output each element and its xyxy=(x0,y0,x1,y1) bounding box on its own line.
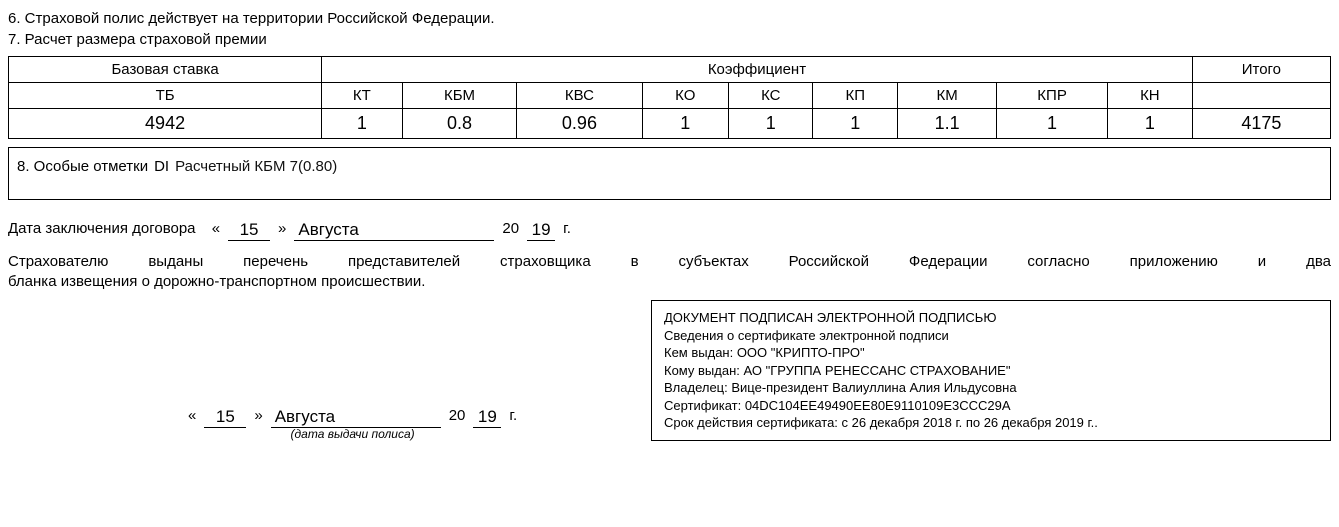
contract-year: 19 xyxy=(527,220,555,241)
sig-l5: Владелец: Вице-президент Валиуллина Алия… xyxy=(664,379,1318,397)
col-ko: КО xyxy=(642,82,729,108)
notes-label: 8. Особые отметки xyxy=(17,158,148,175)
quote-close: » xyxy=(278,220,286,237)
header-total: Итого xyxy=(1192,56,1330,82)
contract-date-label: Дата заключения договора xyxy=(8,220,196,237)
issue-caption: (дата выдачи полиса) xyxy=(188,427,517,441)
header-coef: Коэффициент xyxy=(322,56,1193,82)
col-kbm: КБМ xyxy=(402,82,517,108)
val-kpr: 1 xyxy=(997,108,1108,138)
val-tb: 4942 xyxy=(9,108,322,138)
issue-month: Августа xyxy=(271,407,441,428)
special-notes-box: 8. Особые отметки DI Расчетный КБМ 7(0.8… xyxy=(8,147,1331,200)
val-ko: 1 xyxy=(642,108,729,138)
issue-date-block: « 15 » Августа 20 19 г. (дата выдачи пол… xyxy=(8,405,517,441)
val-kvs: 0.96 xyxy=(517,108,642,138)
clause-7: 7. Расчет размера страховой премии xyxy=(8,31,1331,50)
year-suffix: г. xyxy=(563,220,571,237)
quote-open-2: « xyxy=(188,407,196,424)
col-total-blank xyxy=(1192,82,1330,108)
val-kn: 1 xyxy=(1107,108,1192,138)
year-prefix: 20 xyxy=(502,220,519,237)
contract-month: Августа xyxy=(294,220,494,241)
signature-box: ДОКУМЕНТ ПОДПИСАН ЭЛЕКТРОННОЙ ПОДПИСЬЮ С… xyxy=(651,300,1331,441)
col-kt: КТ xyxy=(322,82,402,108)
year-prefix-2: 20 xyxy=(449,407,466,424)
contract-day: 15 xyxy=(228,220,270,241)
notes-value: Расчетный КБМ 7(0.80) xyxy=(175,158,337,175)
val-ks: 1 xyxy=(729,108,813,138)
header-base: Базовая ставка xyxy=(9,56,322,82)
notes-di: DI xyxy=(154,158,169,175)
sig-l7: Срок действия сертификата: с 26 декабря … xyxy=(664,414,1318,432)
clause-6: 6. Страховой полис действует на территор… xyxy=(8,10,1331,29)
val-kt: 1 xyxy=(322,108,402,138)
col-ks: КС xyxy=(729,82,813,108)
sig-l1: ДОКУМЕНТ ПОДПИСАН ЭЛЕКТРОННОЙ ПОДПИСЬЮ xyxy=(664,309,1318,327)
sig-l3: Кем выдан: ООО "КРИПТО-ПРО" xyxy=(664,344,1318,362)
issue-year: 19 xyxy=(473,407,501,428)
contract-date-line: Дата заключения договора « 15 » Августа … xyxy=(8,218,1331,239)
list-paragraph-1: Страхователю выданы перечень представите… xyxy=(8,253,1331,272)
year-suffix-2: г. xyxy=(509,407,517,424)
sig-l4: Кому выдан: АО "ГРУППА РЕНЕССАНС СТРАХОВ… xyxy=(664,362,1318,380)
issue-day: 15 xyxy=(204,407,246,428)
issue-date-line: « 15 » Августа 20 19 г. xyxy=(188,405,517,426)
quote-close-2: » xyxy=(254,407,262,424)
col-kpr: КПР xyxy=(997,82,1108,108)
col-kp: КП xyxy=(813,82,898,108)
col-kn: КН xyxy=(1107,82,1192,108)
col-tb: ТБ xyxy=(9,82,322,108)
sig-l2: Сведения о сертификате электронной подпи… xyxy=(664,327,1318,345)
col-kvs: КВС xyxy=(517,82,642,108)
val-total: 4175 xyxy=(1192,108,1330,138)
premium-table: Базовая ставка Коэффициент Итого ТБ КТ К… xyxy=(8,56,1331,139)
val-kp: 1 xyxy=(813,108,898,138)
val-km: 1.1 xyxy=(898,108,997,138)
quote-open: « xyxy=(212,220,220,237)
list-paragraph-2: бланка извещения о дорожно-транспортном … xyxy=(8,273,1331,292)
sig-l6: Сертификат: 04DC104EE49490EE80E9110109E3… xyxy=(664,397,1318,415)
bottom-row: « 15 » Августа 20 19 г. (дата выдачи пол… xyxy=(8,300,1331,441)
col-km: КМ xyxy=(898,82,997,108)
val-kbm: 0.8 xyxy=(402,108,517,138)
